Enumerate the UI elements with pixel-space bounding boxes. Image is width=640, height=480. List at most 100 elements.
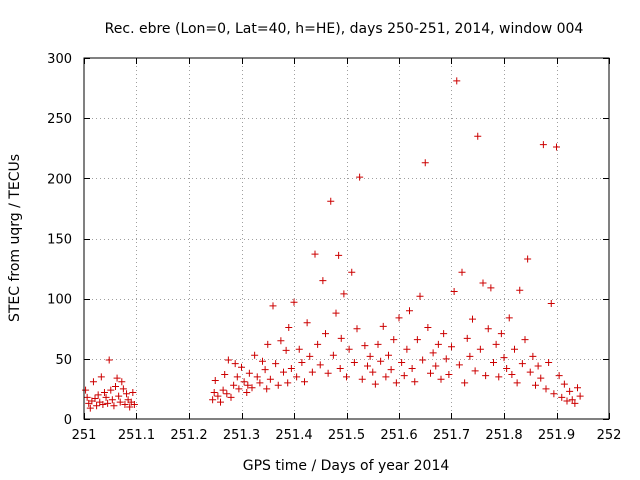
data-point <box>107 386 115 394</box>
data-point <box>211 376 219 384</box>
data-point <box>91 395 99 403</box>
data-point <box>466 352 474 360</box>
data-point <box>529 352 537 360</box>
x-tick-label: 251.5 <box>328 428 365 443</box>
data-point <box>256 379 264 387</box>
data-point <box>340 290 348 298</box>
data-point <box>108 396 116 404</box>
data-point <box>547 299 555 307</box>
data-point <box>272 360 280 368</box>
data-point <box>511 345 518 353</box>
data-point <box>560 380 568 388</box>
data-point <box>251 351 259 359</box>
data-point <box>337 334 345 342</box>
y-tick-label: 250 <box>47 112 72 127</box>
data-point <box>269 302 277 310</box>
data-point <box>505 314 513 322</box>
data-point <box>129 389 137 397</box>
data-point <box>259 357 266 365</box>
data-point <box>469 315 476 323</box>
data-point <box>539 141 547 149</box>
y-tick-label: 150 <box>47 233 72 248</box>
data-point <box>500 354 508 362</box>
data-point <box>490 358 497 366</box>
data-point <box>440 330 448 338</box>
data-point <box>461 379 469 387</box>
data-point <box>537 374 545 382</box>
x-tick-labels: 251 251.1 251.2 251.3 251.4 251.5 251.6 251.7 25… <box>72 428 622 443</box>
data-point <box>277 337 285 345</box>
data-point <box>329 351 337 359</box>
chart-title: Rec. ebre (Lon=0, Lat=40, h=HE), days 25… <box>105 21 584 37</box>
data-point <box>403 345 411 353</box>
data-point <box>377 357 385 365</box>
data-point <box>421 159 429 167</box>
data-point <box>94 391 102 399</box>
data-point <box>221 370 229 378</box>
data-point <box>238 363 245 371</box>
y-tick-labels: 0 50 100 150 200 250 300 <box>47 52 72 428</box>
data-point <box>285 324 293 332</box>
data-point <box>97 373 105 381</box>
data-point <box>382 373 390 381</box>
data-point <box>248 384 256 392</box>
data-point <box>99 401 107 409</box>
data-point <box>327 197 335 205</box>
data-point <box>231 360 239 368</box>
data-point <box>558 393 566 401</box>
data-point <box>518 360 526 368</box>
data-point <box>555 372 563 380</box>
data-point <box>233 373 241 381</box>
data-point <box>526 368 534 376</box>
data-point <box>516 286 524 294</box>
data-point <box>308 368 316 376</box>
data-point <box>413 336 421 344</box>
data-point <box>295 345 303 353</box>
data-point <box>369 368 377 376</box>
data-point <box>492 340 500 348</box>
data-point <box>240 378 248 386</box>
data-point <box>263 385 271 393</box>
data-point <box>448 343 455 351</box>
data-point <box>230 381 238 389</box>
data-points <box>82 77 584 412</box>
data-point <box>219 386 227 394</box>
data-point <box>102 393 110 401</box>
data-point <box>497 330 505 338</box>
data-point <box>301 378 308 386</box>
data-point <box>274 381 282 389</box>
data-point <box>521 336 529 344</box>
data-point <box>571 399 579 407</box>
data-point <box>350 358 358 366</box>
data-point <box>411 378 419 386</box>
data-point <box>316 361 324 369</box>
x-tick-label: 251.4 <box>275 428 312 443</box>
data-point <box>86 404 94 412</box>
data-point <box>437 375 445 383</box>
data-point <box>119 385 127 393</box>
data-point <box>471 367 479 375</box>
x-tick-label: 251 <box>72 428 97 443</box>
data-point <box>235 385 243 393</box>
data-point <box>105 356 113 364</box>
data-point <box>93 402 101 410</box>
data-point <box>126 403 134 411</box>
data-point <box>553 143 560 151</box>
grid-lines <box>84 58 609 419</box>
data-point <box>217 398 224 406</box>
data-point <box>123 390 131 398</box>
data-point <box>116 398 124 406</box>
data-point <box>118 378 126 386</box>
x-tick-label: 252 <box>597 428 622 443</box>
data-point <box>324 369 332 377</box>
data-point <box>379 322 387 330</box>
data-point <box>392 379 400 387</box>
data-point <box>534 362 542 370</box>
data-point <box>82 386 90 394</box>
data-point <box>563 397 571 405</box>
data-point <box>545 358 553 366</box>
data-point <box>390 336 398 344</box>
data-point <box>319 277 327 285</box>
data-point <box>290 298 298 306</box>
